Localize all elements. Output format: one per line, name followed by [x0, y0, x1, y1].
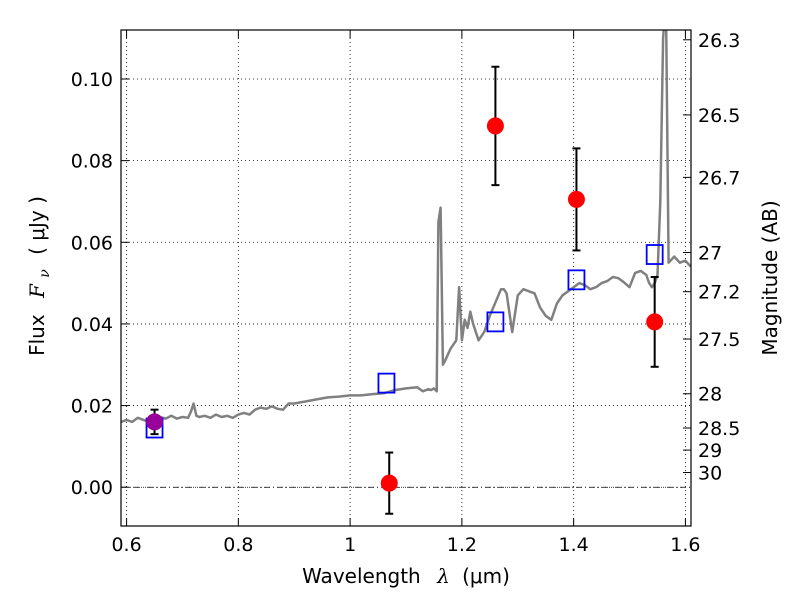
magnitude-tick-label: 28.5: [698, 418, 740, 440]
magnitude-tick-label: 29: [698, 440, 722, 462]
model-flux-square: [377, 372, 396, 394]
model-flux-square: [645, 244, 664, 265]
model-flux-square: [486, 311, 505, 333]
y-tick-label: 0.00: [71, 477, 113, 499]
magnitude-tick-label: 27.5: [698, 329, 740, 351]
y-axis-label-symbol: F: [25, 283, 49, 299]
magnitude-tick-label: 26.3: [698, 30, 740, 52]
x-tick-label: 1.4: [559, 534, 589, 556]
observed-flux-point: [380, 474, 398, 492]
x-tick-label: 0.6: [111, 534, 141, 556]
magnitude-tick-label: 28: [698, 384, 722, 406]
x-tick-label: 1.2: [447, 534, 477, 556]
y-tick-label: 0.02: [71, 396, 113, 418]
observed-flux-point: [486, 117, 504, 135]
x-axis-label-symbol: λ: [436, 564, 450, 588]
y-tick-label: 0.04: [71, 314, 113, 336]
observed-flux-point: [567, 190, 585, 208]
observed-flux-point: [646, 313, 664, 331]
y-tick-label: 0.08: [71, 151, 113, 173]
y-axis: 0.00 0.02 0.04 0.06 0.08 0.10: [71, 69, 129, 499]
y-axis-label-text: Flux: [25, 314, 49, 356]
x-tick-label: 1: [344, 534, 356, 556]
magnitude-axis-label: Magnitude (AB): [758, 200, 782, 355]
y-tick-label: 0.10: [71, 69, 113, 91]
plot-frame: [120, 29, 692, 527]
x-axis-label-text: Wavelength: [302, 564, 421, 588]
x-axis: 0.6 0.8 1 1.2 1.4 1.6: [111, 30, 701, 556]
x-tick-label: 1.6: [670, 534, 700, 556]
x-axis-label-unit: (μm): [462, 564, 510, 588]
x-axis-label: Wavelength λ (μm): [302, 564, 510, 588]
y-axis-label: Flux F ν ( μJy ): [25, 196, 54, 356]
x-tick-label: 0.8: [223, 534, 253, 556]
magnitude-tick-label: 30: [698, 463, 722, 485]
magnitude-tick-label: 26.7: [698, 167, 740, 189]
y-tick-label: 0.06: [71, 232, 113, 254]
y-axis-label-subscript: ν: [37, 269, 53, 278]
plot-area: [121, 30, 691, 515]
magnitude-tick-label: 26.5: [698, 105, 740, 127]
y-axis-label-unit: ( μJy ): [25, 196, 49, 255]
magnitude-tick-label: 27.2: [698, 282, 740, 304]
model-flux-square: [567, 269, 586, 291]
grid-lines: [121, 30, 691, 526]
model-spectrum-line: [121, 30, 691, 424]
magnitude-tick-label: 27: [698, 242, 722, 264]
observed-flux-point: [146, 413, 164, 431]
